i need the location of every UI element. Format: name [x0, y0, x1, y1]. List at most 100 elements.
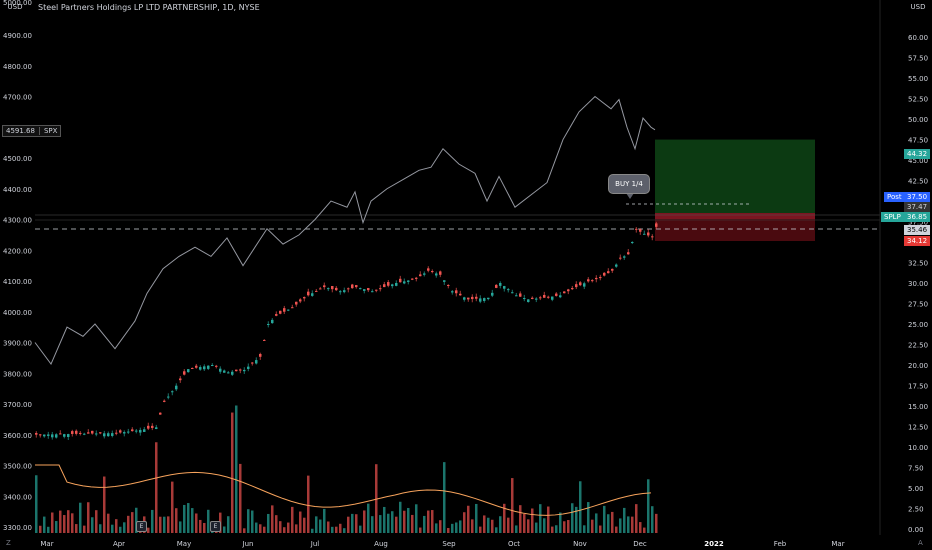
entry-band — [655, 213, 815, 219]
volume-bar — [447, 528, 450, 533]
volume-bar — [511, 478, 514, 533]
candle-body — [175, 385, 178, 390]
volume-bar — [191, 508, 194, 533]
volume-bar — [243, 528, 246, 533]
left-axis-tick: 3500.00 — [3, 463, 32, 471]
volume-bar — [71, 513, 74, 533]
volume-bar — [351, 513, 354, 533]
candle-body — [595, 277, 598, 280]
volume-bar — [107, 513, 110, 533]
volume-bar — [427, 510, 430, 533]
left-axis-tick: 3600.00 — [3, 432, 32, 440]
candle-body — [91, 430, 94, 434]
candle-body — [195, 365, 198, 368]
volume-bar — [387, 513, 390, 533]
earnings-marker-2[interactable]: E — [210, 521, 221, 532]
left-axis-tick: 3400.00 — [3, 493, 32, 501]
candle-body — [511, 292, 514, 294]
volume-bar — [579, 481, 582, 533]
candle-body — [535, 298, 538, 300]
spx-value: 4591.68 — [6, 127, 35, 135]
candle-body — [563, 291, 566, 294]
buy-annotation[interactable]: BUY 1/4 — [608, 174, 650, 194]
volume-bar — [103, 476, 106, 533]
volume-bar — [643, 527, 646, 533]
candle-body — [455, 290, 458, 294]
volume-bar — [399, 501, 402, 533]
volume-bar — [415, 504, 418, 533]
volume-bar — [539, 504, 542, 533]
volume-bar — [231, 412, 234, 533]
volume-bar — [551, 526, 554, 533]
candle-body — [379, 288, 382, 290]
volume-bar — [163, 516, 166, 533]
candle-body — [63, 434, 66, 437]
candle-body — [591, 280, 594, 282]
left-axis-tick: 4000.00 — [3, 309, 32, 317]
candle-body — [475, 296, 478, 299]
left-axis-tick-partial: 5000.00 — [3, 0, 32, 7]
candle-body — [143, 429, 146, 432]
volume-bar — [403, 510, 406, 533]
candle-body — [623, 256, 626, 258]
candle-body — [367, 288, 370, 291]
candle-body — [447, 285, 450, 287]
earnings-marker-1[interactable]: E — [136, 521, 147, 532]
right-currency-label: USD — [910, 3, 926, 11]
volume-bar — [135, 507, 138, 533]
candle-body — [111, 433, 114, 436]
candle-body — [279, 310, 282, 314]
candle-body — [267, 324, 270, 325]
candle-body — [147, 425, 150, 429]
candle-body — [471, 296, 474, 300]
volume-bar — [631, 516, 634, 533]
volume-bar — [503, 503, 506, 533]
log-scale-toggle[interactable]: Z — [6, 539, 11, 547]
volume-bar — [611, 511, 614, 533]
left-axis-tick: 3700.00 — [3, 401, 32, 409]
candle-body — [431, 270, 434, 273]
volume-bar — [335, 526, 338, 533]
x-axis-label: Mar — [40, 540, 53, 548]
volume-bar — [223, 526, 226, 533]
volume-bar — [651, 506, 654, 533]
candle-body — [479, 298, 482, 302]
candle-body — [35, 433, 38, 435]
left-axis-tick: 3800.00 — [3, 370, 32, 378]
candle-body — [619, 257, 622, 259]
candle-body — [159, 412, 162, 415]
left-axis-tick: 4300.00 — [3, 217, 32, 225]
candle-body — [515, 295, 518, 297]
right-axis-tick: 57.50 — [908, 55, 928, 63]
candle-body — [95, 433, 98, 435]
x-axis-label: Aug — [374, 540, 388, 548]
volume-bar — [183, 504, 186, 533]
candle-body — [299, 299, 302, 302]
chart-title: Steel Partners Holdings LP LTD PARTNERSH… — [38, 3, 260, 12]
right-axis-tick: 2.50 — [908, 506, 924, 514]
candle-body — [47, 434, 50, 436]
candle-body — [579, 282, 582, 286]
candle-body — [615, 264, 618, 267]
volume-bar — [363, 510, 366, 533]
candle-body — [519, 293, 522, 297]
volume-bar — [647, 479, 650, 533]
volume-bar — [247, 509, 250, 533]
candle-body — [419, 274, 422, 277]
candle-body — [603, 272, 606, 276]
volume-bar — [419, 527, 422, 533]
right-axis-tick: 60.00 — [908, 34, 928, 42]
candle-body — [151, 425, 154, 428]
volume-bar — [83, 525, 86, 533]
candle-body — [559, 295, 562, 298]
volume-bar — [491, 519, 494, 533]
x-axis-label: Jul — [310, 540, 320, 548]
candle-body — [467, 297, 470, 300]
volume-bar — [199, 519, 202, 533]
right-axis-tick: 17.50 — [908, 383, 928, 391]
auto-scale-toggle[interactable]: A — [918, 539, 923, 547]
volume-bar — [523, 513, 526, 533]
volume-bar — [467, 505, 470, 533]
spx-symbol: SPX — [38, 127, 58, 135]
